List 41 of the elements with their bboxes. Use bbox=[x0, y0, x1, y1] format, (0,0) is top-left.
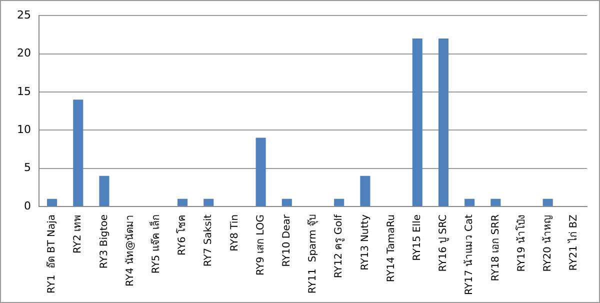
bar bbox=[334, 198, 344, 206]
x-tick-label: RY1 อ๊ด BT Naja bbox=[46, 214, 58, 294]
bar bbox=[99, 176, 110, 206]
x-tick-label: RY21 ไก่ BZ bbox=[568, 214, 580, 271]
y-tick-label: 15 bbox=[16, 84, 31, 98]
y-tick-label: 0 bbox=[24, 199, 31, 212]
bar bbox=[542, 198, 553, 206]
y-tick-label: 25 bbox=[16, 8, 31, 22]
x-tick-label: RY8 Tin bbox=[229, 214, 240, 252]
x-tick-label: RY9 เสก LOG bbox=[255, 214, 266, 276]
x-tick-label: RY18 เอก SRR bbox=[490, 214, 502, 282]
bar bbox=[464, 198, 475, 206]
bar bbox=[282, 198, 292, 206]
bar bbox=[256, 138, 266, 206]
x-tick-label: RY6 โชค bbox=[175, 214, 188, 256]
x-tick-label: RY16 ปู SRC bbox=[438, 214, 450, 272]
y-tick-label: 20 bbox=[16, 46, 31, 60]
x-tick-label: RY11 Sparm จุ๊บ bbox=[306, 214, 319, 294]
x-tick-label: RY3 Bigtoe bbox=[98, 214, 110, 269]
bar bbox=[204, 198, 214, 206]
x-tick-label: RY13 Nutty bbox=[360, 214, 371, 270]
x-tick-label: RY12 ครู Golf bbox=[334, 214, 345, 278]
x-tick-label: RY10 Dear bbox=[281, 214, 292, 267]
x-tick-label: RY14 TamaRu bbox=[386, 214, 397, 282]
x-tick-label: RY19 น้าโป๋ง bbox=[514, 214, 528, 272]
bar bbox=[360, 176, 370, 206]
bar bbox=[412, 38, 422, 206]
x-tick-label: RY2 เทพ bbox=[72, 214, 84, 254]
bar bbox=[73, 100, 84, 206]
bar bbox=[178, 198, 188, 206]
x-tick-label: RY20 น้าหญ bbox=[541, 214, 554, 272]
bar bbox=[490, 198, 501, 206]
x-tick-label: RY17 น้าแมว Cat bbox=[463, 214, 476, 295]
y-tick-label: 5 bbox=[24, 161, 31, 174]
x-tick-label: RY4 นัท@นัดมา bbox=[124, 214, 136, 286]
bar bbox=[47, 198, 58, 206]
x-tick-label: RY7 Saksit bbox=[203, 214, 214, 267]
x-tick-label: RY5 แจ๊ค เล็ก bbox=[148, 214, 162, 274]
y-tick-label: 10 bbox=[16, 122, 31, 136]
x-tick-label: RY15 Elle bbox=[412, 214, 423, 261]
bar bbox=[438, 38, 448, 206]
